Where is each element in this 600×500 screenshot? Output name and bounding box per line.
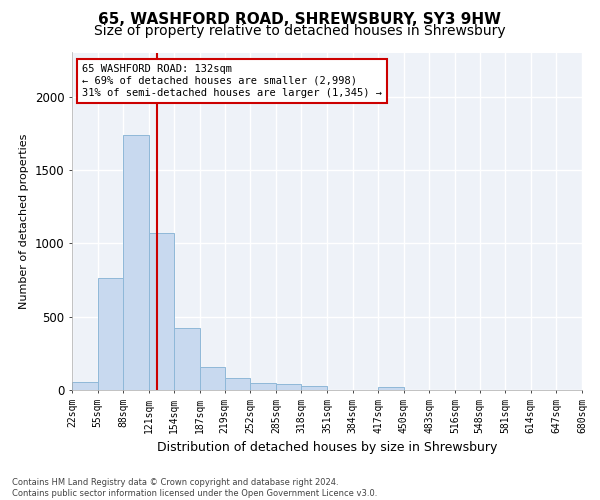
Bar: [224, 378, 250, 390]
Bar: [378, 387, 404, 390]
Text: Size of property relative to detached houses in Shrewsbury: Size of property relative to detached ho…: [94, 24, 506, 38]
Bar: [149, 233, 175, 390]
Text: 65 WASHFORD ROAD: 132sqm
← 69% of detached houses are smaller (2,998)
31% of sem: 65 WASHFORD ROAD: 132sqm ← 69% of detach…: [82, 64, 382, 98]
Bar: [72, 382, 98, 390]
Text: 65, WASHFORD ROAD, SHREWSBURY, SY3 9HW: 65, WASHFORD ROAD, SHREWSBURY, SY3 9HW: [98, 12, 502, 28]
Bar: [98, 278, 123, 390]
Bar: [123, 134, 149, 390]
Bar: [250, 382, 276, 390]
Text: Contains HM Land Registry data © Crown copyright and database right 2024.
Contai: Contains HM Land Registry data © Crown c…: [12, 478, 377, 498]
Y-axis label: Number of detached properties: Number of detached properties: [19, 134, 29, 309]
X-axis label: Distribution of detached houses by size in Shrewsbury: Distribution of detached houses by size …: [157, 441, 497, 454]
Bar: [200, 366, 226, 390]
Bar: [301, 386, 327, 390]
Bar: [276, 384, 301, 390]
Bar: [175, 328, 200, 390]
